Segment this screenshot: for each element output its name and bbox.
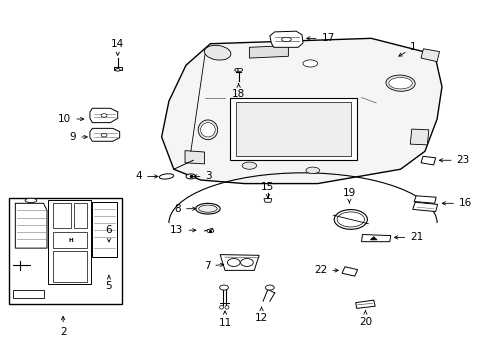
Ellipse shape [115,69,120,71]
Text: 4: 4 [135,171,158,181]
Text: 2: 2 [60,316,66,337]
Text: 17: 17 [306,33,334,43]
Polygon shape [361,234,390,242]
Polygon shape [229,98,356,160]
Polygon shape [249,45,288,58]
Ellipse shape [206,229,213,233]
Ellipse shape [219,285,228,290]
Polygon shape [90,108,118,123]
Polygon shape [15,203,47,248]
Ellipse shape [227,258,240,266]
Polygon shape [53,251,87,282]
Polygon shape [369,237,376,240]
Ellipse shape [303,60,317,67]
Text: H: H [68,238,73,243]
Polygon shape [184,150,204,164]
Text: 12: 12 [254,307,267,323]
Polygon shape [269,31,303,47]
Ellipse shape [385,75,414,91]
Text: 5: 5 [105,275,112,291]
Polygon shape [161,39,441,184]
Ellipse shape [333,210,366,229]
Text: 13: 13 [170,225,196,235]
Bar [9,198,122,304]
Ellipse shape [195,203,220,214]
Text: 22: 22 [313,265,338,275]
Text: 18: 18 [231,84,245,99]
Text: 7: 7 [203,261,224,271]
Ellipse shape [242,162,256,169]
Ellipse shape [281,37,291,41]
Ellipse shape [237,68,242,71]
Polygon shape [420,49,439,62]
Polygon shape [13,291,43,298]
Ellipse shape [198,205,217,212]
Ellipse shape [185,174,195,179]
Polygon shape [53,203,71,228]
Polygon shape [341,267,357,276]
Ellipse shape [198,120,217,140]
Text: 10: 10 [58,114,83,124]
Polygon shape [355,300,374,309]
Polygon shape [235,102,350,156]
Text: 8: 8 [174,204,196,214]
Ellipse shape [265,285,274,290]
Polygon shape [48,200,91,284]
Polygon shape [90,129,120,141]
Polygon shape [264,199,271,202]
Text: 1: 1 [398,42,416,56]
Ellipse shape [200,123,215,137]
Ellipse shape [234,68,239,71]
Ellipse shape [305,167,319,174]
Ellipse shape [388,77,411,89]
Ellipse shape [336,212,364,227]
Text: 15: 15 [261,182,274,198]
Text: 6: 6 [105,225,112,242]
Text: 19: 19 [342,188,355,203]
Polygon shape [74,203,87,228]
Text: 14: 14 [111,39,124,55]
Polygon shape [114,67,122,70]
Text: 9: 9 [69,132,87,142]
Polygon shape [412,202,437,212]
Polygon shape [409,129,428,145]
Ellipse shape [240,258,253,266]
Text: 3: 3 [193,171,212,181]
Ellipse shape [25,198,37,203]
Text: 23: 23 [438,155,469,165]
Text: 20: 20 [358,311,371,327]
Polygon shape [413,196,435,203]
Polygon shape [92,202,117,257]
Polygon shape [53,232,87,248]
Text: 11: 11 [218,311,231,328]
Ellipse shape [101,134,107,137]
Ellipse shape [204,45,230,60]
Text: 16: 16 [441,198,471,208]
Ellipse shape [219,306,223,309]
Ellipse shape [101,114,107,117]
Polygon shape [220,255,259,270]
Text: 21: 21 [394,232,423,242]
Ellipse shape [224,306,228,309]
Ellipse shape [159,174,173,179]
Polygon shape [420,156,435,165]
